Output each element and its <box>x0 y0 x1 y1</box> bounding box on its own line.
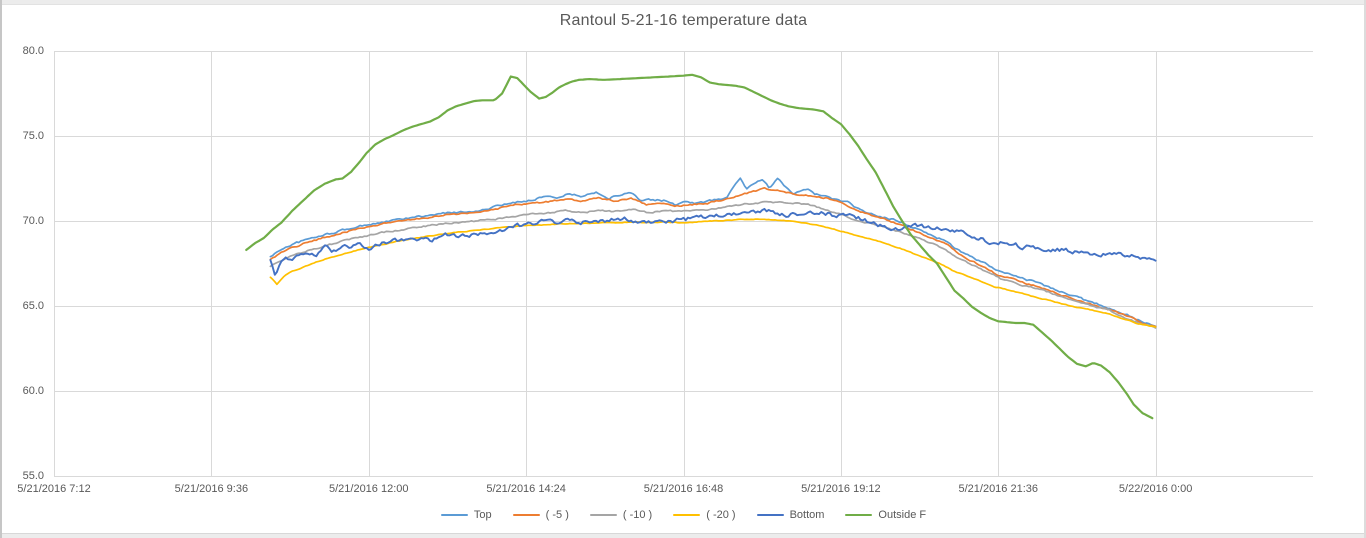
window-left-edge <box>0 0 2 538</box>
legend-item-20: ( -20 ) <box>673 509 736 521</box>
legend-item-bottom: Bottom <box>756 509 825 521</box>
x-axis-tick-label: 5/21/2016 14:24 <box>486 483 566 495</box>
x-axis-tick-label: 5/21/2016 7:12 <box>17 483 91 495</box>
legend-line-swatch <box>756 513 784 517</box>
x-axis-tick-label: 5/21/2016 19:12 <box>801 483 881 495</box>
y-axis-tick-label: 80.0 <box>22 45 44 57</box>
window-top-edge <box>0 0 1366 5</box>
gridlines <box>54 51 1313 477</box>
x-axis-tick-label: 5/21/2016 12:00 <box>328 483 409 495</box>
legend-label: Outside F <box>878 509 927 521</box>
x-axis-tick-label: 5/21/2016 21:36 <box>958 483 1039 495</box>
y-axis-tick-label: 65.0 <box>22 300 44 312</box>
legend-label: Top <box>473 509 492 521</box>
series-line-outside-f <box>245 73 1154 420</box>
window-bottom-edge <box>0 533 1366 538</box>
legend-label: ( -5 ) <box>545 509 569 521</box>
legend-line-swatch <box>589 513 617 517</box>
legend-line-swatch <box>673 513 701 517</box>
y-axis-tick-label: 60.0 <box>22 385 44 397</box>
series-line-minus-20 <box>269 218 1157 328</box>
legend-line-swatch <box>845 513 873 517</box>
legend-item-5: ( -5 ) <box>512 509 569 521</box>
series-line-minus-10 <box>269 200 1157 329</box>
series-line-top <box>269 177 1157 328</box>
legend-item-outside-f: Outside F <box>845 509 926 521</box>
y-axis-tick-label: 70.0 <box>22 215 44 227</box>
legend-line-swatch <box>512 513 540 517</box>
legend-label: ( -10 ) <box>622 509 653 521</box>
x-axis-tick-label: 5/21/2016 16:48 <box>643 483 724 495</box>
legend-label: ( -20 ) <box>706 509 736 521</box>
y-axis-tick-label: 75.0 <box>22 130 44 142</box>
chart-title: Rantoul 5-21-16 temperature data <box>559 12 808 29</box>
x-axis-tick-label: 5/22/2016 0:00 <box>1118 483 1193 495</box>
legend-item-top: Top <box>440 509 492 521</box>
legend-label: Bottom <box>789 509 825 521</box>
y-axis-tick-label: 55.0 <box>22 470 44 482</box>
window-right-edge <box>1364 0 1366 538</box>
legend-line-swatch <box>440 513 468 517</box>
series-line-minus-5 <box>269 186 1157 328</box>
x-axis-tick-label: 5/21/2016 9:36 <box>174 483 249 495</box>
legend: Top ( -5 ) ( -10 ) ( -20 ) Bottom Outside F <box>54 509 1313 521</box>
legend-item-10: ( -10 ) <box>589 509 653 521</box>
series-line-bottom <box>269 207 1157 276</box>
